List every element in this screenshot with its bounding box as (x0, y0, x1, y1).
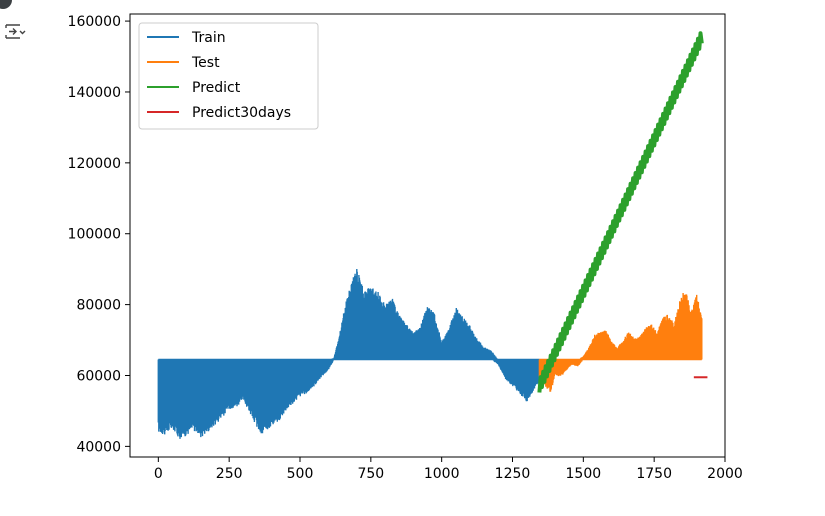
x-tick-label: 500 (287, 466, 314, 482)
legend-label-predict: Predict (192, 80, 241, 96)
x-tick-label: 0 (154, 466, 163, 482)
test-series (538, 293, 703, 392)
legend-label-predict30days: Predict30days (192, 105, 291, 121)
x-tick-label: 1250 (495, 466, 531, 482)
output-toggle-icon[interactable] (4, 22, 26, 42)
y-tick-label: 80000 (76, 298, 121, 314)
y-tick-label: 60000 (76, 368, 121, 384)
y-tick-label: 140000 (68, 85, 121, 101)
legend-label-test: Test (191, 55, 220, 71)
predict-line (537, 31, 704, 393)
x-tick-label: 1500 (566, 466, 602, 482)
x-tick-label: 2000 (707, 466, 743, 482)
y-tick-label: 160000 (68, 14, 121, 30)
x-tick-label: 250 (216, 466, 243, 482)
test-line (538, 293, 703, 392)
legend-box (138, 22, 319, 130)
y-tick-label: 40000 (76, 439, 121, 455)
y-tick-label: 100000 (68, 227, 121, 243)
x-axis: 0 250 500 750 1000 1250 1500 1750 2000 (154, 457, 743, 482)
run-indicator-dot-icon (0, 0, 12, 9)
legend-label-train: Train (191, 30, 226, 46)
y-tick-label: 120000 (68, 156, 121, 172)
train-series (157, 269, 540, 439)
x-tick-label: 750 (357, 466, 384, 482)
legend: Train Test Predict Predict30days (138, 22, 319, 130)
x-tick-label: 1000 (424, 466, 460, 482)
x-tick-label: 1750 (636, 466, 672, 482)
predict-series (537, 31, 704, 393)
y-axis: 40000 60000 80000 100000 120000 140000 160000 (68, 14, 130, 455)
train-line (157, 269, 540, 439)
axes-frame (129, 13, 726, 458)
